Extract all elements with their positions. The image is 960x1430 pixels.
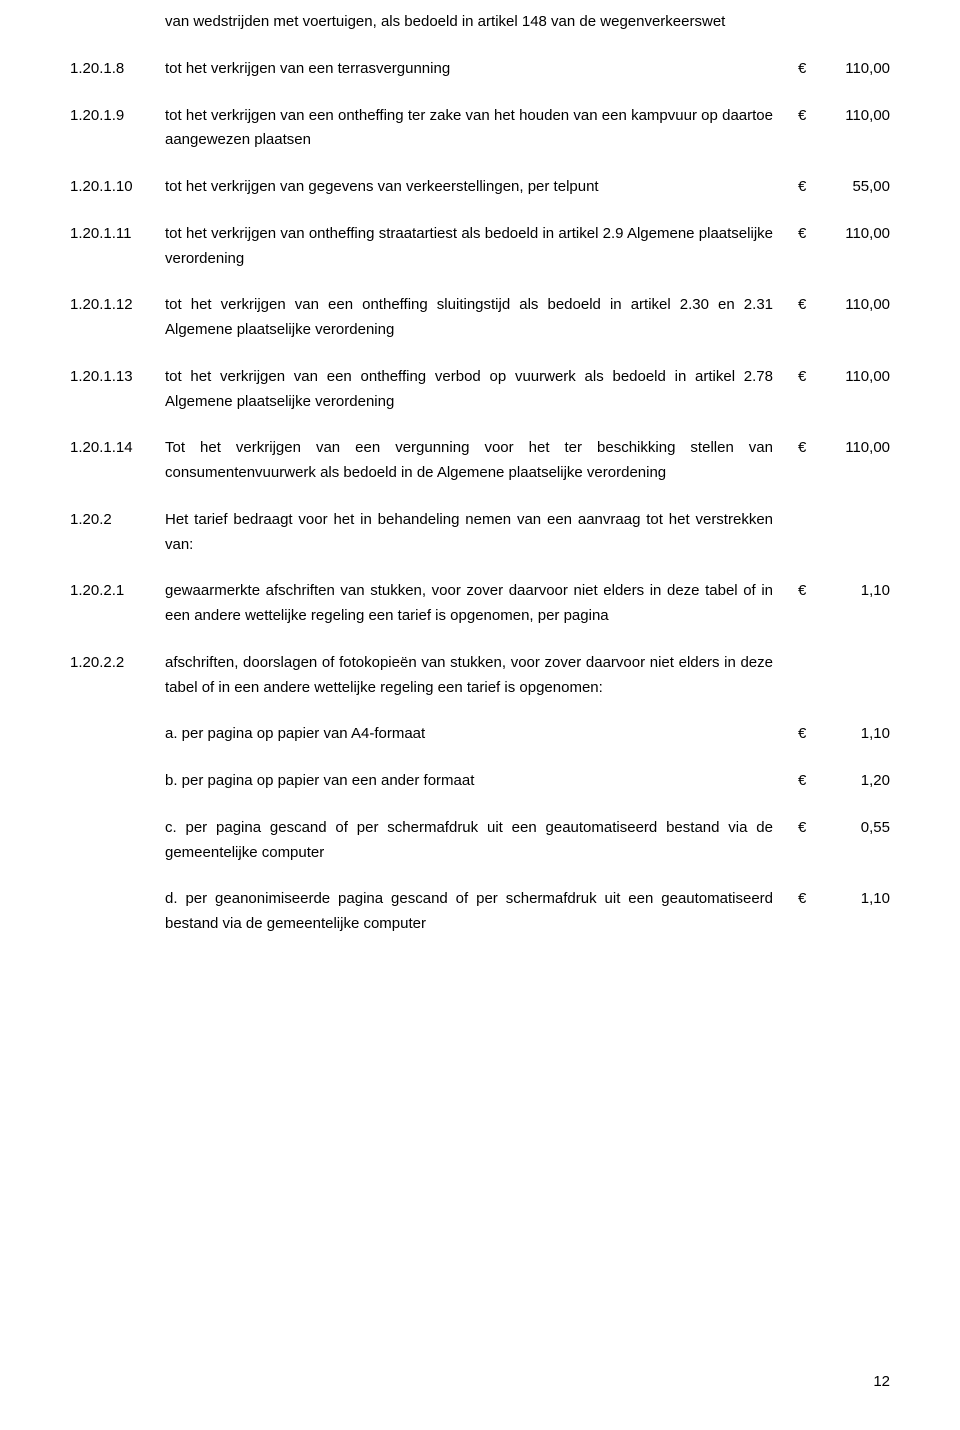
currency-symbol: €: [798, 104, 820, 129]
item-code: 1.20.1.11: [70, 222, 165, 247]
item-amount: 1,10: [820, 579, 890, 604]
currency-symbol: €: [798, 816, 820, 841]
item-description: Tot het verkrijgen van een vergunning vo…: [165, 436, 798, 486]
item-description: afschriften, doorslagen of fotokopieën v…: [165, 651, 798, 701]
sub-amount: 1,10: [820, 887, 890, 912]
item-amount: 110,00: [820, 104, 890, 129]
item-description: van wedstrijden met voertuigen, als bedo…: [165, 10, 798, 35]
item-code: 1.20.1.12: [70, 293, 165, 318]
sub-description: a. per pagina op papier van A4-formaat: [165, 722, 798, 747]
item-amount: 110,00: [820, 57, 890, 82]
item-description: Het tarief bedraagt voor het in behandel…: [165, 508, 798, 558]
row: 1.20.1.8tot het verkrijgen van een terra…: [70, 57, 890, 82]
item-code: 1.20.2: [70, 508, 165, 533]
item-description: tot het verkrijgen van een terrasvergunn…: [165, 57, 798, 82]
currency-symbol: €: [798, 175, 820, 200]
rows-container: van wedstrijden met voertuigen, als bedo…: [70, 10, 890, 700]
row: 1.20.1.12tot het verkrijgen van een onth…: [70, 293, 890, 343]
row: 1.20.1.14Tot het verkrijgen van een verg…: [70, 436, 890, 486]
row: 1.20.1.10tot het verkrijgen van gegevens…: [70, 175, 890, 200]
currency-symbol: €: [798, 579, 820, 604]
sub-row: b. per pagina op papier van een ander fo…: [70, 769, 890, 794]
currency-symbol: €: [798, 887, 820, 912]
item-amount: 110,00: [820, 436, 890, 461]
sub-row: a. per pagina op papier van A4-formaat€1…: [70, 722, 890, 747]
sub-row: d. per geanonimiseerde pagina gescand of…: [70, 887, 890, 937]
currency-symbol: €: [798, 57, 820, 82]
item-code: 1.20.1.10: [70, 175, 165, 200]
sub-amount: 1,20: [820, 769, 890, 794]
item-code: 1.20.2.1: [70, 579, 165, 604]
item-amount: 55,00: [820, 175, 890, 200]
item-code: 1.20.1.8: [70, 57, 165, 82]
currency-symbol: €: [798, 436, 820, 461]
item-amount: 110,00: [820, 222, 890, 247]
row: 1.20.1.9tot het verkrijgen van een onthe…: [70, 104, 890, 154]
item-description: tot het verkrijgen van een ontheffing sl…: [165, 293, 798, 343]
item-code: 1.20.2.2: [70, 651, 165, 676]
currency-symbol: €: [798, 722, 820, 747]
item-code: 1.20.1.13: [70, 365, 165, 390]
currency-symbol: €: [798, 769, 820, 794]
row: 1.20.2Het tarief bedraagt voor het in be…: [70, 508, 890, 558]
currency-symbol: €: [798, 293, 820, 318]
row: 1.20.1.13tot het verkrijgen van een onth…: [70, 365, 890, 415]
item-code: 1.20.1.14: [70, 436, 165, 461]
row: 1.20.2.1gewaarmerkte afschriften van stu…: [70, 579, 890, 629]
page-number: 12: [873, 1370, 890, 1395]
item-description: tot het verkrijgen van ontheffing straat…: [165, 222, 798, 272]
item-description: gewaarmerkte afschriften van stukken, vo…: [165, 579, 798, 629]
currency-symbol: €: [798, 365, 820, 390]
item-description: tot het verkrijgen van een ontheffing ve…: [165, 365, 798, 415]
document-page: van wedstrijden met voertuigen, als bedo…: [0, 0, 960, 1430]
currency-symbol: €: [798, 222, 820, 247]
row: 1.20.1.11tot het verkrijgen van ontheffi…: [70, 222, 890, 272]
item-code: 1.20.1.9: [70, 104, 165, 129]
item-amount: 110,00: [820, 365, 890, 390]
sub-description: d. per geanonimiseerde pagina gescand of…: [165, 887, 798, 937]
item-amount: 110,00: [820, 293, 890, 318]
item-description: tot het verkrijgen van een ontheffing te…: [165, 104, 798, 154]
subrows-container: a. per pagina op papier van A4-formaat€1…: [70, 722, 890, 937]
item-description: tot het verkrijgen van gegevens van verk…: [165, 175, 798, 200]
sub-description: c. per pagina gescand of per schermafdru…: [165, 816, 798, 866]
sub-amount: 0,55: [820, 816, 890, 841]
row: van wedstrijden met voertuigen, als bedo…: [70, 10, 890, 35]
row: 1.20.2.2afschriften, doorslagen of fotok…: [70, 651, 890, 701]
sub-amount: 1,10: [820, 722, 890, 747]
sub-description: b. per pagina op papier van een ander fo…: [165, 769, 798, 794]
sub-row: c. per pagina gescand of per schermafdru…: [70, 816, 890, 866]
